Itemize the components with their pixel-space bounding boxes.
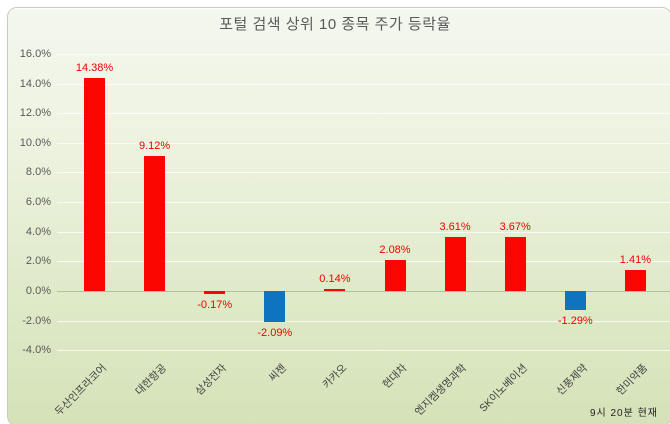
x-axis-category-label: 삼성전자 <box>193 362 230 398</box>
gridline <box>57 113 670 115</box>
gridline <box>57 261 670 263</box>
chart-title: 포털 검색 상위 10 종목 주가 등락율 <box>219 16 451 33</box>
bar-5 <box>324 288 346 291</box>
bar-8 <box>504 236 526 291</box>
x-axis-category-label: 두산인프라코어 <box>52 362 109 419</box>
bar-2 <box>144 155 166 291</box>
gridline <box>57 231 670 233</box>
y-axis-tick-label: 6.0% <box>25 196 51 209</box>
x-axis-category-label: 한미약품 <box>614 362 650 398</box>
zero-axis-line <box>57 291 670 292</box>
value-label: 3.61% <box>439 221 471 234</box>
value-label: 9.12% <box>138 139 171 152</box>
value-label: 14.38% <box>75 61 114 74</box>
chart-footnote: 9시 20분 현재 <box>589 408 658 419</box>
chart-card <box>7 7 670 424</box>
y-axis-tick-label: -2.0% <box>22 314 51 327</box>
x-axis-category-label: 신풍제약 <box>553 362 590 398</box>
gridline <box>57 350 670 352</box>
x-axis-category-label: 엔지켐생명과학 <box>413 362 470 419</box>
gridline <box>57 172 670 174</box>
x-axis-category-label: 씨젠 <box>267 362 290 385</box>
x-axis-category-label: SK이노베이션 <box>477 362 530 415</box>
value-label: -2.09% <box>257 326 293 339</box>
bar-10 <box>624 270 646 291</box>
y-axis-tick-label: -4.0% <box>22 344 51 357</box>
bar-9 <box>564 291 586 311</box>
x-axis-category-label: 대한항공 <box>133 362 170 398</box>
y-axis-tick-label: 10.0% <box>19 136 51 149</box>
bar-6 <box>384 260 406 291</box>
value-label: 3.67% <box>499 220 531 233</box>
gridline <box>57 202 670 204</box>
bar-1 <box>84 77 105 291</box>
y-axis-tick-label: 2.0% <box>25 255 51 268</box>
gridline <box>57 53 670 55</box>
y-axis-tick-label: 8.0% <box>25 166 51 179</box>
bar-7 <box>444 237 466 291</box>
y-axis-tick-label: 0.0% <box>25 285 51 297</box>
x-axis-category-label: 현대차 <box>380 362 410 391</box>
value-label: 0.14% <box>319 272 351 285</box>
y-axis-tick-label: 16.0% <box>19 47 51 60</box>
x-axis-category-label: 카카오 <box>320 362 350 391</box>
value-label: -0.17% <box>197 298 233 311</box>
gridline <box>57 320 670 322</box>
value-label: -1.29% <box>557 315 593 328</box>
value-label: 1.41% <box>619 254 651 267</box>
y-axis-tick-label: 4.0% <box>25 225 51 238</box>
y-axis-tick-label: 14.0% <box>19 77 51 90</box>
gridline <box>57 142 670 144</box>
gridline <box>57 83 670 85</box>
y-axis-tick-label: 12.0% <box>19 107 51 120</box>
bar-4 <box>264 291 286 322</box>
bar-3 <box>204 291 226 294</box>
value-label: 2.08% <box>379 244 411 257</box>
